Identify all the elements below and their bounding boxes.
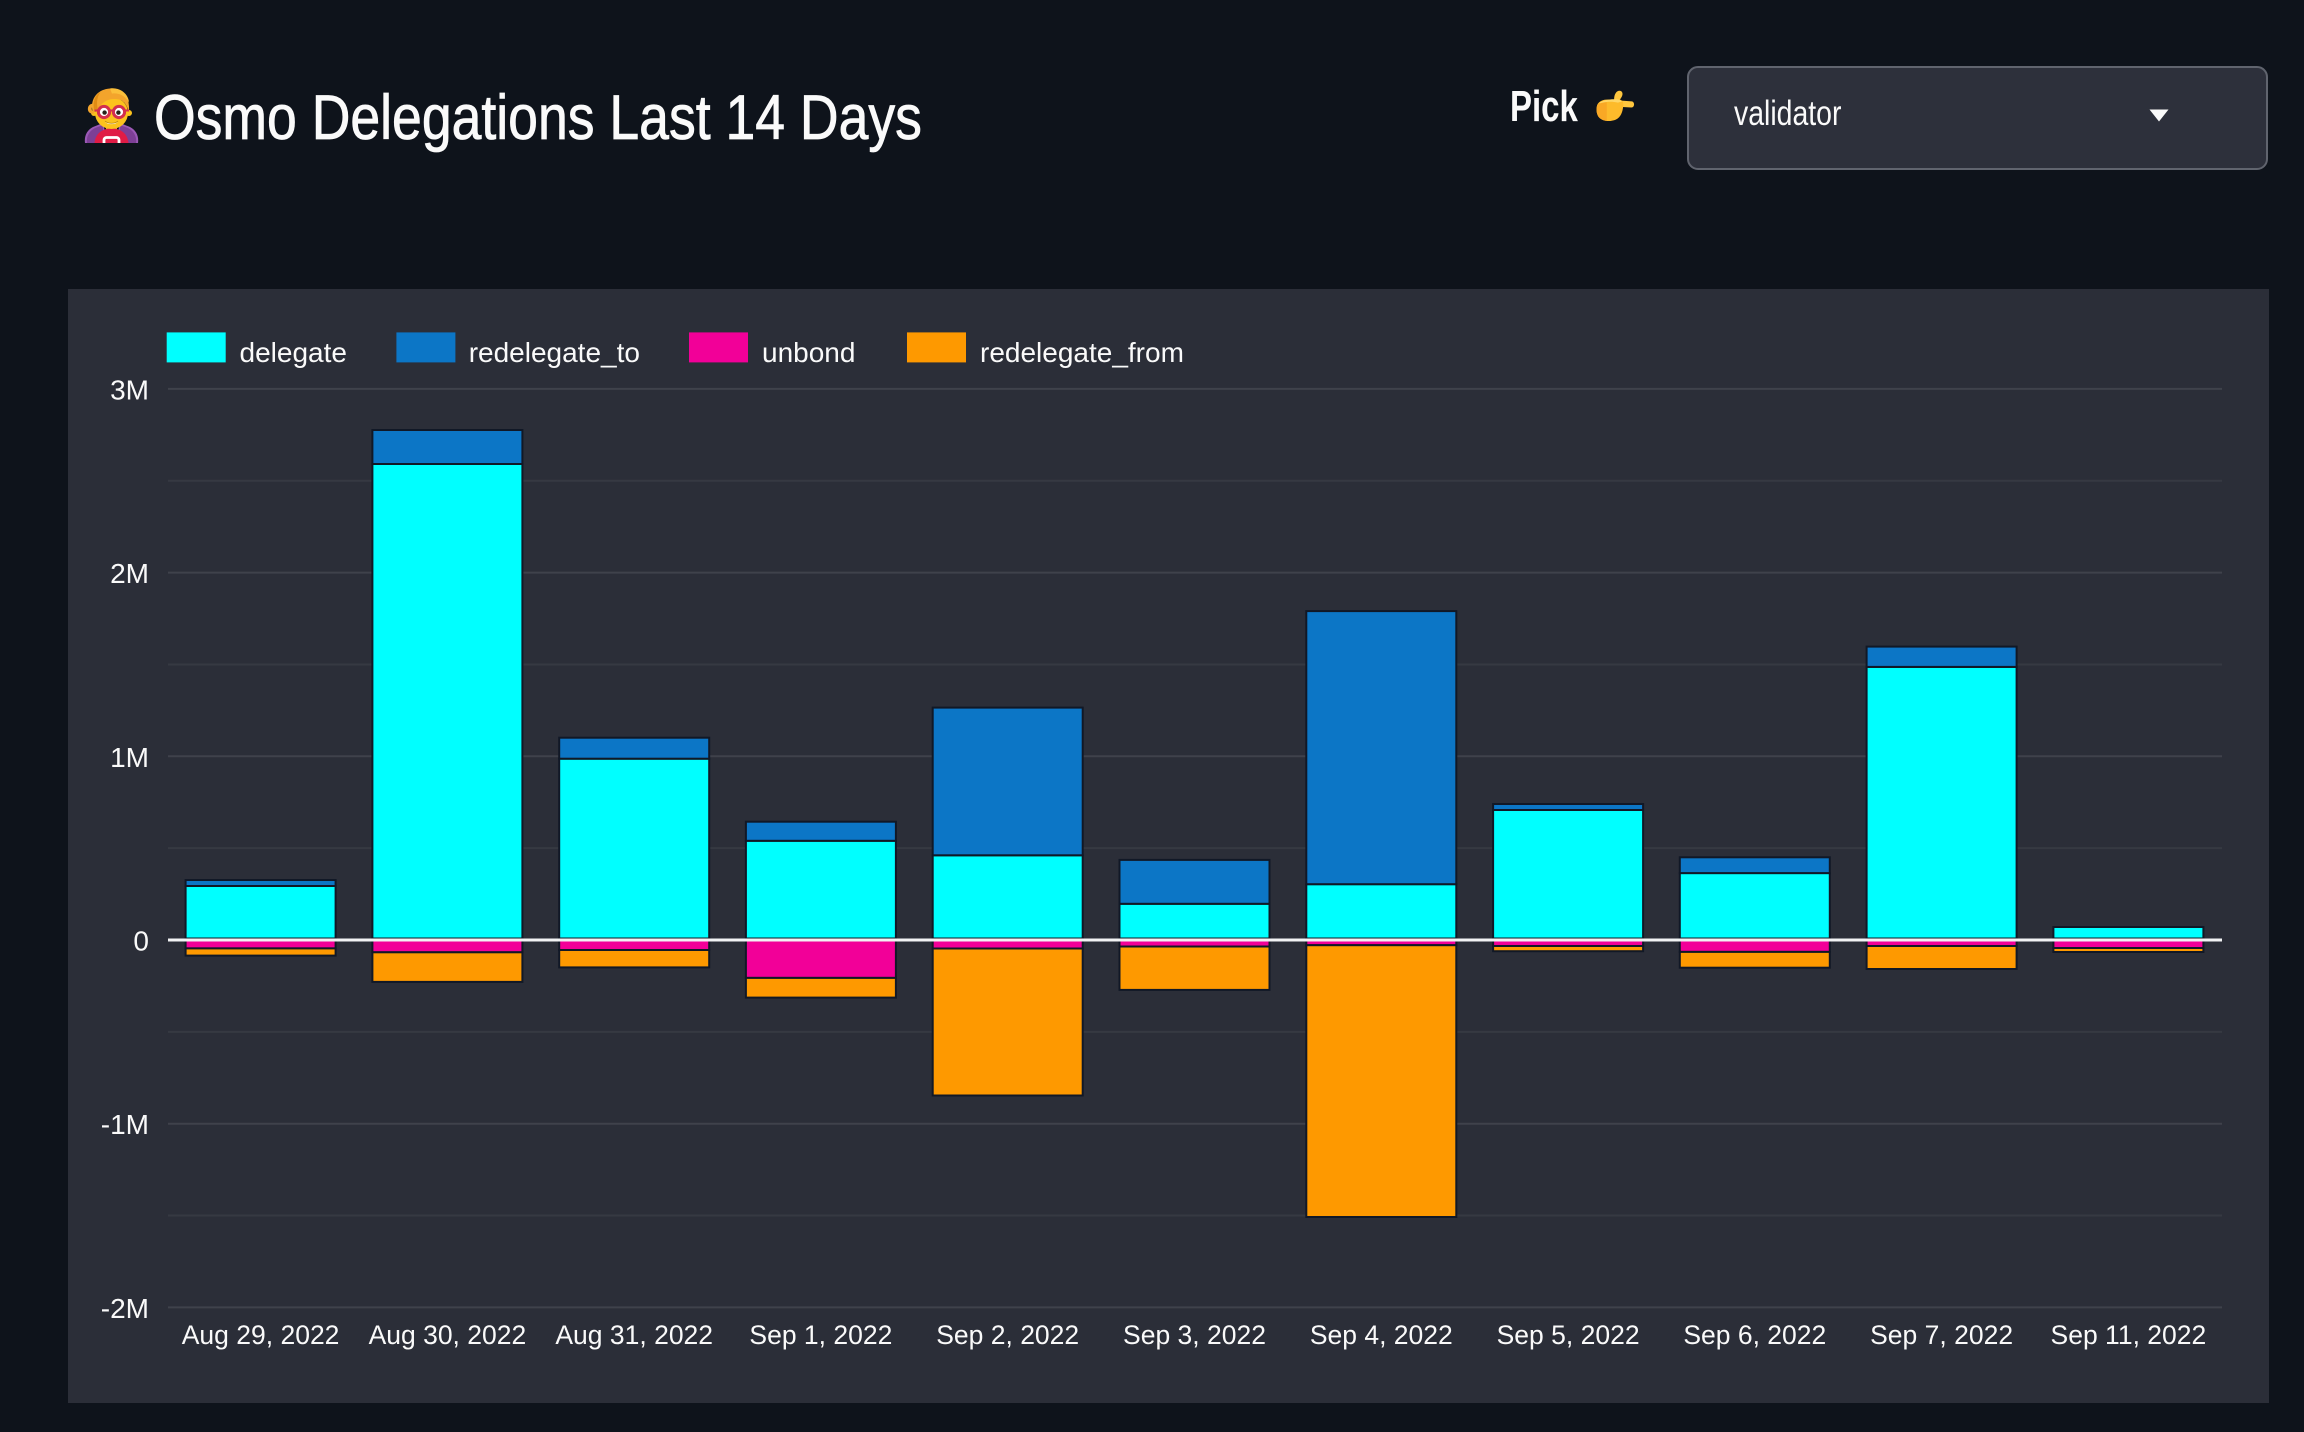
svg-text:unbond: unbond <box>762 337 855 368</box>
svg-text:Aug 29, 2022: Aug 29, 2022 <box>182 1320 340 1350</box>
svg-text:0: 0 <box>133 926 149 957</box>
svg-text:-1M: -1M <box>101 1109 149 1140</box>
svg-text:Aug 30, 2022: Aug 30, 2022 <box>369 1320 527 1350</box>
svg-text:Sep 6, 2022: Sep 6, 2022 <box>1683 1320 1826 1350</box>
svg-text:Aug 31, 2022: Aug 31, 2022 <box>555 1320 713 1350</box>
svg-text:redelegate_to: redelegate_to <box>469 337 640 368</box>
svg-text:Sep 2, 2022: Sep 2, 2022 <box>936 1320 1079 1350</box>
svg-text:delegate: delegate <box>240 337 347 368</box>
svg-text:3M: 3M <box>110 374 149 405</box>
svg-text:Sep 1, 2022: Sep 1, 2022 <box>749 1320 892 1350</box>
svg-text:Sep 3, 2022: Sep 3, 2022 <box>1123 1320 1266 1350</box>
svg-text:Sep 5, 2022: Sep 5, 2022 <box>1497 1320 1640 1350</box>
svg-text:Sep 7, 2022: Sep 7, 2022 <box>1870 1320 2013 1350</box>
svg-text:1M: 1M <box>110 742 149 773</box>
svg-text:redelegate_from: redelegate_from <box>980 337 1184 368</box>
svg-text:Sep 11, 2022: Sep 11, 2022 <box>2051 1320 2207 1350</box>
svg-text:-2M: -2M <box>101 1293 149 1324</box>
svg-text:Sep 4, 2022: Sep 4, 2022 <box>1310 1320 1453 1350</box>
svg-text:2M: 2M <box>110 558 149 589</box>
